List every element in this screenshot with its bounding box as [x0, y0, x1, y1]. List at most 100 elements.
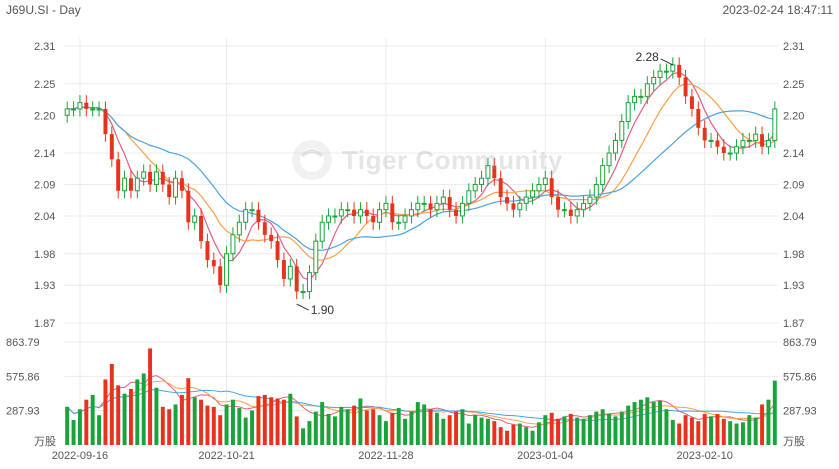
candle-body: [530, 190, 536, 198]
volume-bar: [269, 397, 274, 445]
header-separator: -: [48, 3, 60, 17]
volume-bar: [766, 399, 771, 445]
volume-bar: [740, 422, 745, 445]
volume-bar: [568, 413, 573, 445]
volume-bar: [632, 402, 637, 445]
price-tick-label-right: 2.25: [783, 79, 804, 91]
price-tick-label-right: 1.87: [783, 318, 804, 330]
candle-body: [122, 177, 128, 192]
volume-bar: [709, 416, 714, 445]
volume-bar: [415, 402, 420, 445]
candle-body: [498, 178, 503, 198]
volume-bar: [160, 406, 165, 445]
volume-ma-line-10: [66, 380, 776, 425]
volume-bar: [173, 404, 178, 445]
candle-body: [556, 197, 561, 210]
candle-body: [511, 203, 516, 210]
candle-body: [479, 177, 485, 185]
price-tick-label-left: 2.25: [34, 79, 55, 91]
annotation-low-label: 1.90: [311, 303, 335, 317]
volume-bar: [651, 402, 656, 445]
candle-body: [179, 178, 184, 191]
candle-body: [90, 108, 96, 111]
candle-body: [211, 260, 216, 267]
price-tick-label-left: 2.04: [34, 211, 55, 223]
candle-body: [338, 209, 344, 217]
volume-bar: [505, 430, 510, 445]
volume-bar: [524, 427, 529, 445]
volume-bar: [670, 419, 675, 445]
candle-body: [760, 134, 765, 147]
candle-body: [485, 165, 491, 179]
volume-bar: [492, 421, 497, 445]
candle-body: [561, 209, 567, 212]
candle-body: [281, 260, 286, 279]
volume-bar: [530, 430, 535, 445]
volume-bar: [479, 417, 484, 445]
volume-bar: [434, 412, 439, 445]
price-tick-label-right: 1.93: [783, 280, 804, 292]
volume-bar: [154, 387, 159, 445]
candle-body: [517, 202, 523, 211]
candle-body: [428, 203, 433, 210]
volume-bar: [664, 409, 669, 445]
volume-bar: [345, 409, 350, 445]
candle-body: [84, 102, 89, 109]
candle-body: [612, 139, 618, 154]
volume-bar: [77, 409, 82, 445]
volume-bar: [109, 363, 114, 445]
candle-body: [746, 139, 752, 142]
volume-bar: [218, 415, 223, 445]
volume-bar: [224, 404, 229, 445]
volume-bar: [428, 409, 433, 445]
volume-ma-line-5: [66, 375, 776, 428]
candle-body: [96, 108, 102, 111]
candle-body: [249, 209, 255, 212]
candle-body: [256, 209, 261, 223]
candle-body: [134, 177, 140, 192]
candle-body: [186, 190, 191, 223]
volume-bar: [377, 415, 382, 445]
volume-bar: [148, 348, 153, 445]
candle-body: [103, 108, 108, 135]
volume-bar: [581, 418, 586, 445]
volume-bar: [543, 415, 548, 445]
price-tick-label-left: 1.93: [34, 280, 55, 292]
candle-body: [287, 265, 293, 280]
candle-body: [715, 140, 720, 147]
candle-body: [313, 240, 319, 274]
candle-body: [440, 196, 446, 204]
candle-body: [218, 266, 223, 286]
candle-body: [644, 83, 650, 97]
candle-body: [415, 202, 421, 211]
volume-bar: [441, 418, 446, 445]
volume-bar: [97, 415, 102, 445]
candle-body: [574, 209, 580, 217]
candle-body: [109, 134, 114, 160]
candle-body: [192, 215, 198, 223]
volume-bar: [702, 413, 707, 445]
tiger-logo-icon: [292, 140, 332, 180]
candle-body: [141, 171, 147, 179]
volume-bar: [396, 408, 401, 445]
volume-bar: [562, 416, 567, 445]
candle-body: [306, 272, 312, 293]
price-tick-label-left: 2.09: [34, 180, 55, 192]
candle-body: [377, 209, 383, 223]
volume-bar: [645, 397, 650, 445]
candle-body: [772, 108, 778, 141]
volume-bar: [760, 404, 765, 445]
price-tick-label-right: 2.20: [783, 110, 804, 122]
volume-bar: [587, 415, 592, 445]
candle-body: [371, 215, 376, 223]
candle-body: [383, 202, 389, 211]
candle-body: [625, 102, 631, 123]
volume-bar: [211, 406, 216, 445]
volume-bar: [237, 408, 242, 445]
candle-body: [236, 221, 242, 236]
volume-bar: [454, 411, 459, 445]
candle-body: [492, 165, 497, 179]
volume-bar: [613, 416, 618, 445]
candle-body: [734, 146, 740, 154]
